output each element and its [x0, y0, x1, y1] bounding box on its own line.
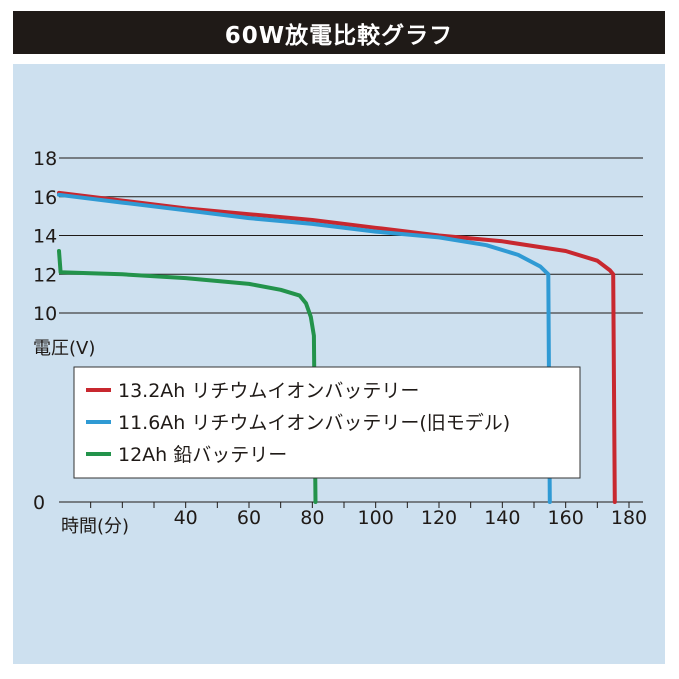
series-line-1: [57, 192, 552, 504]
y-tick-label: 10: [33, 303, 57, 325]
x-axis-title: 時間(分): [61, 516, 129, 537]
legend-box: [73, 366, 581, 479]
y-tick-label: 14: [33, 226, 57, 248]
x-tick-label: 60: [237, 507, 261, 529]
legend-label-1: 11.6Ah リチウムイオンバッテリー(旧モデル): [118, 412, 510, 434]
x-tick-label: 180: [611, 507, 647, 529]
y-tick-label: 18: [33, 148, 57, 170]
chart-title-bar: 60W放電比較グラフ: [13, 11, 665, 54]
legend-label-2: 12Ah 鉛バッテリー: [118, 444, 287, 466]
x-tick-label: 100: [358, 507, 394, 529]
x-tick-label: 120: [421, 507, 457, 529]
series-line-2: [57, 249, 318, 504]
y-tick-label: 12: [33, 264, 57, 286]
y-axis-title: 電圧(V): [33, 338, 95, 359]
x-tick-label: 40: [174, 507, 198, 529]
chart-title: 60W放電比較グラフ: [224, 22, 454, 49]
plot-background: [13, 64, 665, 664]
x-tick-label: 160: [548, 507, 584, 529]
x-tick-label: 140: [484, 507, 520, 529]
legend-label-0: 13.2Ah リチウムイオンバッテリー: [118, 380, 419, 402]
y-tick-label: 0: [33, 492, 45, 514]
y-tick-label: 16: [33, 187, 57, 209]
x-tick-label: 80: [300, 507, 324, 529]
